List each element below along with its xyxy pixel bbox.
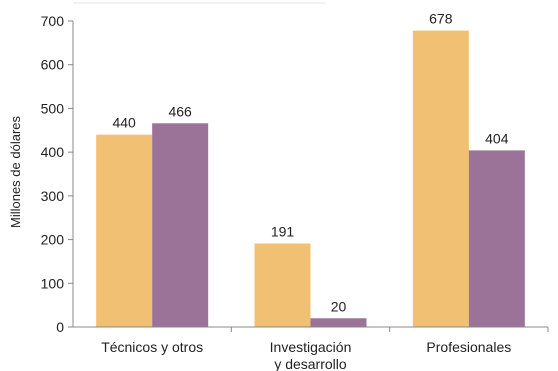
- bar-series1-cat2: [254, 243, 311, 327]
- data-label: 678: [429, 11, 453, 27]
- y-axis: 0 100 200 300 400 500 600 700: [41, 13, 73, 335]
- data-label: 404: [485, 130, 509, 146]
- bars-group: 440 466 191 20 678 404: [96, 11, 525, 327]
- x-category-label: Investigación y desarrollo: [270, 339, 352, 371]
- data-label: 440: [112, 115, 136, 131]
- y-tick-label: 0: [56, 319, 64, 335]
- bar-series2-cat3: [468, 150, 525, 327]
- data-label: 466: [168, 103, 192, 119]
- x-category-label: Técnicos y otros: [101, 339, 203, 355]
- y-tick-label: 100: [41, 275, 65, 291]
- x-axis: Técnicos y otros Investigación y desarroll…: [101, 327, 549, 371]
- bar-series1-cat1: [96, 134, 153, 327]
- y-tick-label: 400: [41, 144, 65, 160]
- bar-series2-cat2: [310, 318, 367, 327]
- data-label: 191: [271, 224, 295, 240]
- y-tick-label: 600: [41, 57, 65, 73]
- y-tick-label: 500: [41, 100, 65, 116]
- bar-series2-cat1: [152, 123, 209, 327]
- y-tick-label: 200: [41, 232, 65, 248]
- data-label: 20: [331, 298, 347, 314]
- y-axis-title: Millones de dólares: [8, 116, 23, 229]
- y-tick-label: 300: [41, 188, 65, 204]
- bar-series1-cat3: [412, 30, 469, 327]
- x-category-label: Profesionales: [426, 339, 511, 355]
- y-tick-label: 700: [41, 13, 65, 29]
